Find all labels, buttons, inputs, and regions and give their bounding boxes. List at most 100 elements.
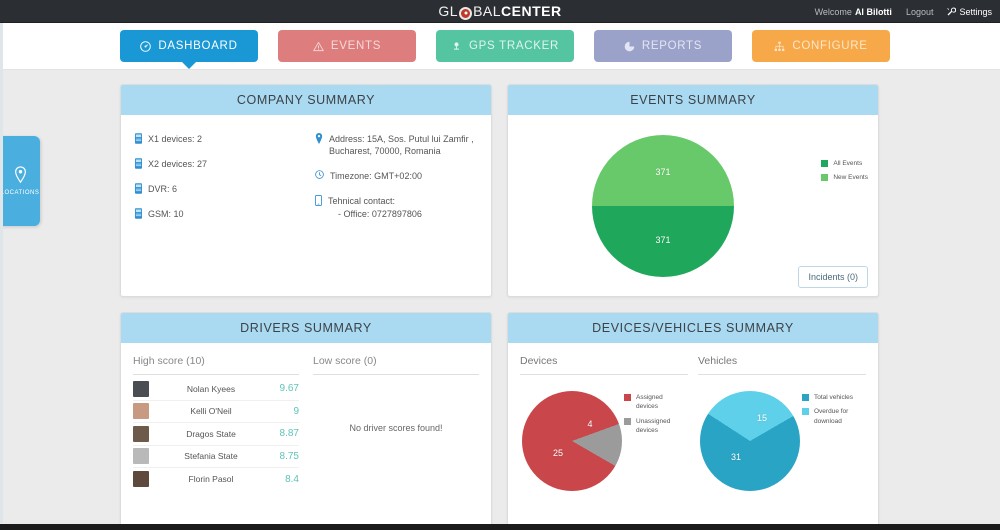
events-summary-body: 371 371 All Events New Events Inc [508,115,878,296]
welcome-message: Welcome Al Bilotti [815,7,892,17]
logo-text-third: CENTER [501,3,562,19]
legend-label-unassigned-devices: Unassigned devices [636,417,671,435]
avatar [133,425,149,442]
tab-dashboard-label: DASHBOARD [158,40,238,52]
legend-item-total-vehicles: Total vehicles [802,393,858,402]
device-icon [135,183,142,195]
company-devices-column: X1 devices: 2 X2 devices: 27 [121,133,311,267]
driver-score: 9.67 [279,383,299,395]
driver-name: Nolan Kyees [186,383,236,394]
settings-button[interactable]: Settings [947,7,992,17]
device-count-label: X1 devices: 2 [148,134,203,144]
user-name: Al Bilotti [854,6,892,17]
device-count-label: DVR: 6 [148,184,178,195]
drivers-summary-panel: DRIVERS SUMMARY High score (10) Nolan Ky… [120,312,492,530]
tab-reports[interactable]: REPORTS [594,30,732,62]
devices-column: Devices 25 4 Assigned devices [520,355,698,530]
devices-title: Devices [520,355,688,375]
vehicles-chart-legend: Total vehicles Overdue for download [802,393,858,431]
legend-swatch-new-events [821,174,829,182]
app-logo[interactable]: GL BAL CENTER [438,3,562,20]
legend-swatch-assigned-devices [624,394,631,401]
devices-chart-area: 25 4 Assigned devices Unassig [520,385,688,515]
events-pie-slice-all-label: 371 [655,235,671,246]
driver-row[interactable]: Florin Pasol 8.4 [133,468,299,491]
devices-pie-slice-assigned-label: 25 [552,448,564,458]
company-contact-text: Tehnical contact: - Office: 0727897806 [328,195,422,219]
gps-pin-icon [454,41,459,50]
contact-label: Tehnical contact: [328,196,396,207]
tab-gps-tracker[interactable]: GPS TRACKER [436,30,574,62]
no-driver-scores-message: No driver scores found! [349,423,443,433]
device-icon [135,133,142,144]
legend-swatch-total-vehicles [802,394,809,401]
devices-pie-chart: 25 4 [522,391,622,491]
logout-label: Logout [905,6,934,17]
dashboard-icon [140,40,152,52]
device-count-row: GSM: 10 [135,208,311,220]
logo-text-first: GL [438,3,459,19]
driver-name: Stefania State [184,451,238,462]
logo-text-second: BAL [473,3,502,19]
tab-gps-tracker-label: GPS TRACKER [469,40,559,52]
avatar [133,448,149,465]
top-header-bar: GL BAL CENTER Welcome Al Bilotti Logout … [0,0,1000,23]
events-pie-chart: 371 371 [592,135,734,277]
globe-icon [459,6,473,20]
company-summary-panel: COMPANY SUMMARY X1 devices: 2 [120,84,492,297]
location-pin-icon [315,133,323,144]
logout-button[interactable]: Logout [906,7,934,17]
driver-score: 8.4 [285,473,299,485]
driver-row[interactable]: Dragos State 8.87 [133,423,299,446]
device-count-label: GSM: 10 [148,209,184,220]
summary-row-top: COMPANY SUMMARY X1 devices: 2 [120,84,880,297]
avatar [133,471,149,488]
incidents-button[interactable]: Incidents (0) [798,266,868,288]
locations-label: LOCATIONS [0,190,40,196]
driver-score: 9 [293,405,299,417]
legend-label-overdue-download: Overdue for download [814,408,849,425]
address-line-2: Bucharest, 70000, Romania [329,146,441,157]
driver-row[interactable]: Stefania State 8.75 [133,446,299,468]
company-timezone: Timezone: GMT+02:00 [315,170,491,182]
events-summary-title: EVENTS SUMMARY [508,85,878,115]
clock-icon [315,170,324,180]
legend-swatch-overdue-download [802,408,809,416]
address-label: Address: [329,134,365,144]
legend-label-new-events: New Events [833,174,868,182]
events-summary-panel: EVENTS SUMMARY 371 371 All Events N [507,84,879,297]
driver-row[interactable]: Kelli O'Neil 9 [133,401,299,423]
drivers-summary-body: High score (10) Nolan Kyees 9.67 Kelli O… [121,343,491,530]
legend-label-assigned-devices: Assigned devices [636,394,663,411]
legend-label-all-events: All Events [833,160,863,167]
vehicles-pie-slice-total-label: 31 [730,452,742,462]
pie-chart-icon [624,41,635,51]
wrench-icon [947,7,957,16]
legend-item-overdue-download: Overdue for download [802,407,858,426]
header-user-area: Welcome Al Bilotti Logout Settings [815,0,992,23]
driver-score: 8.75 [279,450,299,462]
sidebar-item-locations[interactable]: LOCATIONS [0,136,40,226]
events-pie-slice-new-label: 371 [655,166,671,177]
driver-row[interactable]: Nolan Kyees 9.67 [133,378,299,401]
tab-configure[interactable]: CONFIGURE [752,30,890,62]
map-pin-icon [14,166,26,184]
warning-icon [313,41,324,51]
device-count-row: X1 devices: 2 [135,133,311,145]
legend-label-total-vehicles: Total vehicles [814,394,854,401]
phone-icon [315,195,322,207]
driver-name: Florin Pasol [188,474,234,485]
legend-item-unassigned-devices: Unassigned devices [624,417,680,436]
settings-label: Settings [959,6,992,17]
legend-swatch-unassigned-devices [624,417,631,425]
summary-row-bottom: DRIVERS SUMMARY High score (10) Nolan Ky… [120,312,880,530]
low-score-title: Low score (0) [313,355,479,375]
company-contact-column: Address: 15A, Sos. Putul lui Zamfir , Bu… [311,133,491,267]
avatar [133,403,149,420]
high-score-column: High score (10) Nolan Kyees 9.67 Kelli O… [133,355,313,530]
main-navigation: DASHBOARD EVENTS GPS TRACKER REPORTS [0,23,1000,70]
tab-events[interactable]: EVENTS [278,30,416,62]
drivers-summary-title: DRIVERS SUMMARY [121,313,491,343]
tab-dashboard[interactable]: DASHBOARD [120,30,258,62]
